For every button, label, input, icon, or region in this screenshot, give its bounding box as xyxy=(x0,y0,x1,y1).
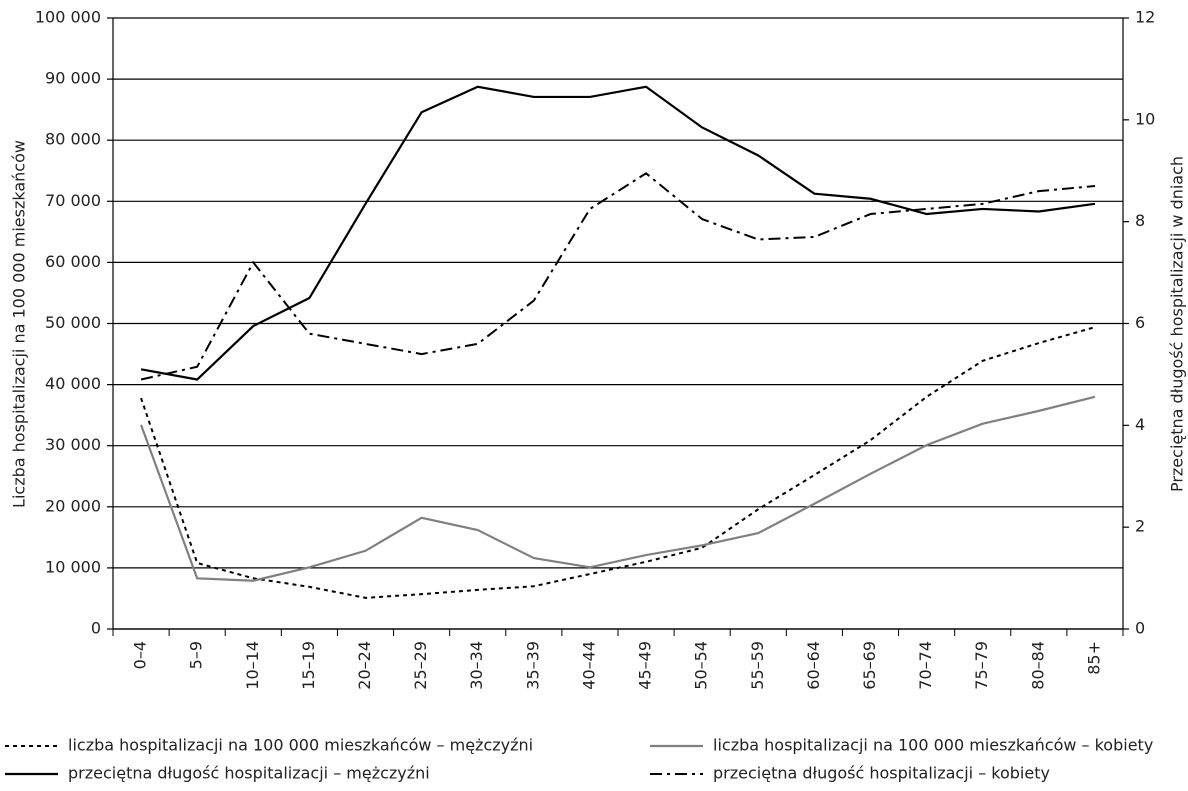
x-tick-label: 15–19 xyxy=(299,641,318,690)
x-tick-label: 35–39 xyxy=(523,641,542,690)
series-line xyxy=(140,172,1096,381)
y-tick-label: 60 000 xyxy=(45,252,101,271)
y-axis-label: Liczba hospitalizacji na 100 000 mieszka… xyxy=(10,140,29,508)
y-tick-label: 80 000 xyxy=(45,130,101,149)
y-tick-label: 90 000 xyxy=(45,69,101,88)
x-tick-label: 60–64 xyxy=(804,641,823,690)
y2-tick-label: 10 xyxy=(1135,109,1155,128)
y-tick-label: 20 000 xyxy=(45,496,101,515)
x-tick-label: 85+ xyxy=(1084,641,1103,675)
y-tick-label: 100 000 xyxy=(35,8,101,27)
legend-label: liczba hospitalizacji na 100 000 mieszka… xyxy=(713,736,1153,755)
y2-axis-label: Przeciętna długość hospitalizacji w dnia… xyxy=(1168,156,1187,492)
y2-tick-label: 6 xyxy=(1135,313,1145,332)
x-tick-label: 65–69 xyxy=(860,641,879,690)
series-line xyxy=(140,326,1096,599)
x-tick-label: 40–44 xyxy=(579,641,598,690)
y2-tick-label: 0 xyxy=(1135,619,1145,638)
x-tick-label: 25–29 xyxy=(411,641,430,690)
x-tick-label: 20–24 xyxy=(355,641,374,690)
x-tick-label: 0–4 xyxy=(131,641,150,669)
x-tick-label: 55–59 xyxy=(748,641,767,690)
x-tick-label: 5–9 xyxy=(187,641,206,669)
y2-tick-label: 4 xyxy=(1135,415,1145,434)
legend-label: przeciętna długość hospitalizacji – kobi… xyxy=(713,764,1050,783)
y-tick-label: 40 000 xyxy=(45,374,101,393)
y-tick-label: 10 000 xyxy=(45,557,101,576)
y2-tick-label: 8 xyxy=(1135,211,1145,230)
x-tick-label: 70–74 xyxy=(916,641,935,690)
x-tick-label: 50–54 xyxy=(692,641,711,690)
legend-label: przeciętna długość hospitalizacji – mężc… xyxy=(68,764,430,783)
y2-tick-label: 12 xyxy=(1135,8,1155,27)
legend-label: liczba hospitalizacji na 100 000 mieszka… xyxy=(68,736,533,755)
y-tick-label: 70 000 xyxy=(45,191,101,210)
y-tick-label: 50 000 xyxy=(45,313,101,332)
x-tick-label: 80–84 xyxy=(1028,641,1047,690)
y2-tick-label: 2 xyxy=(1135,517,1145,536)
series-line xyxy=(140,395,1096,582)
y-tick-label: 30 000 xyxy=(45,435,101,454)
x-tick-label: 75–79 xyxy=(972,641,991,690)
x-tick-label: 30–34 xyxy=(467,641,486,690)
series-line xyxy=(140,85,1096,381)
y-tick-label: 0 xyxy=(91,619,101,638)
x-tick-label: 10–14 xyxy=(243,641,262,690)
x-tick-label: 45–49 xyxy=(636,641,655,690)
